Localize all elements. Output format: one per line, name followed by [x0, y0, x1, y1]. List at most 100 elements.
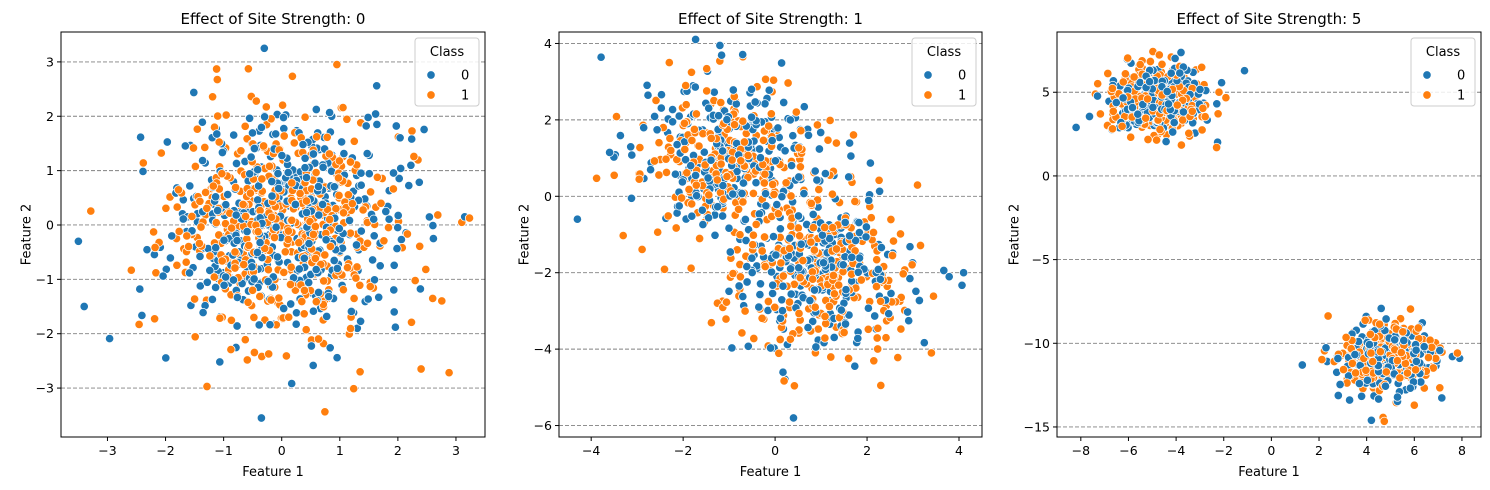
data-point-class-1 — [795, 273, 805, 283]
data-point-class-1 — [278, 100, 288, 110]
data-point-class-0 — [337, 137, 347, 147]
data-point-class-1 — [322, 132, 332, 142]
data-point-class-1 — [269, 232, 280, 243]
x-tick-label: 8 — [1458, 443, 1466, 458]
subplot-site-strength-5: −8 −6 −4 −2 0 2 4 6 8 −15 −10 −5 0 5 Effect of Site S… — [1007, 10, 1482, 480]
data-point-class-0 — [356, 226, 366, 236]
data-point-class-0 — [864, 195, 874, 205]
data-point-class-1 — [211, 218, 221, 228]
legend-box — [1410, 37, 1476, 107]
data-point-class-0 — [260, 112, 270, 122]
y-tick-label: 2 — [544, 112, 552, 127]
data-point-class-0 — [167, 231, 177, 241]
data-point-class-0 — [668, 117, 678, 127]
data-point-class-0 — [773, 123, 783, 133]
data-point-class-0 — [375, 261, 385, 271]
data-point-class-0 — [198, 156, 208, 166]
data-point-class-0 — [844, 172, 854, 182]
data-point-class-0 — [372, 81, 382, 91]
data-point-class-1 — [789, 381, 799, 391]
data-point-class-1 — [338, 103, 348, 113]
data-point-class-0 — [778, 281, 788, 291]
data-point-class-0 — [846, 151, 856, 161]
data-point-class-0 — [1133, 109, 1143, 119]
data-point-class-1 — [242, 355, 252, 365]
data-point-class-0 — [142, 245, 152, 255]
axes-frame — [558, 31, 983, 438]
data-point-class-1 — [896, 324, 906, 334]
data-point-class-1 — [786, 191, 796, 201]
data-point-class-0 — [362, 149, 372, 159]
data-point-class-0 — [840, 217, 850, 227]
data-point-class-0 — [767, 136, 777, 146]
data-point-class-0 — [728, 85, 738, 95]
data-point-class-0 — [870, 311, 880, 321]
data-point-class-1 — [1402, 368, 1412, 378]
y-axis-label: Feature 2 — [1007, 204, 1022, 266]
data-point-class-1 — [706, 318, 716, 328]
data-point-class-1 — [313, 334, 324, 344]
data-point-class-1 — [294, 238, 304, 248]
legend-marker-class-1 — [923, 90, 933, 100]
data-point-class-0 — [255, 238, 265, 248]
data-point-class-1 — [311, 297, 321, 307]
subplot-site-strength-1: −4 −2 0 2 4 −6 −4 −2 0 2 4 Effect of Site Strength… — [518, 10, 983, 480]
data-point-class-1 — [366, 187, 376, 197]
data-point-class-0 — [718, 211, 728, 221]
data-point-class-1 — [1141, 113, 1151, 123]
data-point-class-0 — [1195, 84, 1205, 95]
data-point-class-0 — [794, 172, 804, 182]
data-point-class-0 — [738, 178, 748, 188]
data-point-class-0 — [1390, 335, 1400, 345]
data-point-class-0 — [1399, 335, 1409, 346]
data-point-class-0 — [850, 361, 860, 371]
data-point-class-0 — [903, 307, 913, 317]
data-point-class-0 — [267, 176, 277, 187]
data-point-class-0 — [265, 320, 275, 330]
data-point-class-0 — [389, 307, 399, 317]
data-point-class-1 — [868, 227, 879, 238]
data-point-class-0 — [371, 109, 381, 119]
data-point-class-1 — [761, 74, 771, 84]
data-point-class-1 — [716, 159, 726, 169]
data-point-class-1 — [695, 233, 705, 244]
data-point-class-1 — [379, 236, 389, 246]
data-point-class-1 — [1154, 50, 1164, 60]
data-point-class-1 — [702, 64, 712, 74]
data-point-class-1 — [444, 368, 454, 378]
data-point-class-0 — [845, 138, 855, 148]
data-point-class-0 — [346, 306, 356, 316]
data-point-class-0 — [228, 275, 239, 285]
y-tick-label: −6 — [534, 418, 552, 433]
data-point-class-1 — [1375, 319, 1385, 329]
data-point-class-1 — [1103, 68, 1113, 79]
data-point-class-1 — [181, 257, 191, 267]
data-point-class-0 — [847, 252, 857, 262]
data-point-class-1 — [637, 244, 647, 254]
data-point-class-0 — [364, 169, 374, 179]
data-point-class-1 — [834, 280, 844, 290]
data-point-class-1 — [791, 107, 801, 117]
data-point-class-0 — [810, 166, 820, 176]
data-point-class-1 — [706, 133, 716, 143]
data-point-class-0 — [1170, 53, 1180, 63]
data-point-class-0 — [1419, 342, 1429, 352]
data-point-class-1 — [1365, 329, 1375, 339]
data-point-class-0 — [747, 268, 757, 278]
data-point-class-0 — [232, 321, 242, 331]
data-point-class-1 — [743, 150, 753, 161]
data-point-class-0 — [717, 50, 727, 60]
data-point-class-0 — [861, 222, 871, 232]
data-point-class-0 — [1168, 127, 1178, 137]
data-point-class-1 — [208, 181, 218, 191]
data-point-class-1 — [776, 258, 786, 268]
data-point-class-0 — [750, 97, 760, 107]
data-point-class-1 — [257, 174, 267, 184]
data-point-class-0 — [322, 311, 332, 321]
legend-box — [414, 37, 480, 107]
data-point-class-1 — [1427, 342, 1437, 352]
data-point-class-1 — [704, 190, 714, 200]
data-point-class-1 — [1197, 125, 1207, 135]
data-point-class-0 — [1362, 375, 1372, 385]
data-point-class-0 — [329, 255, 339, 266]
